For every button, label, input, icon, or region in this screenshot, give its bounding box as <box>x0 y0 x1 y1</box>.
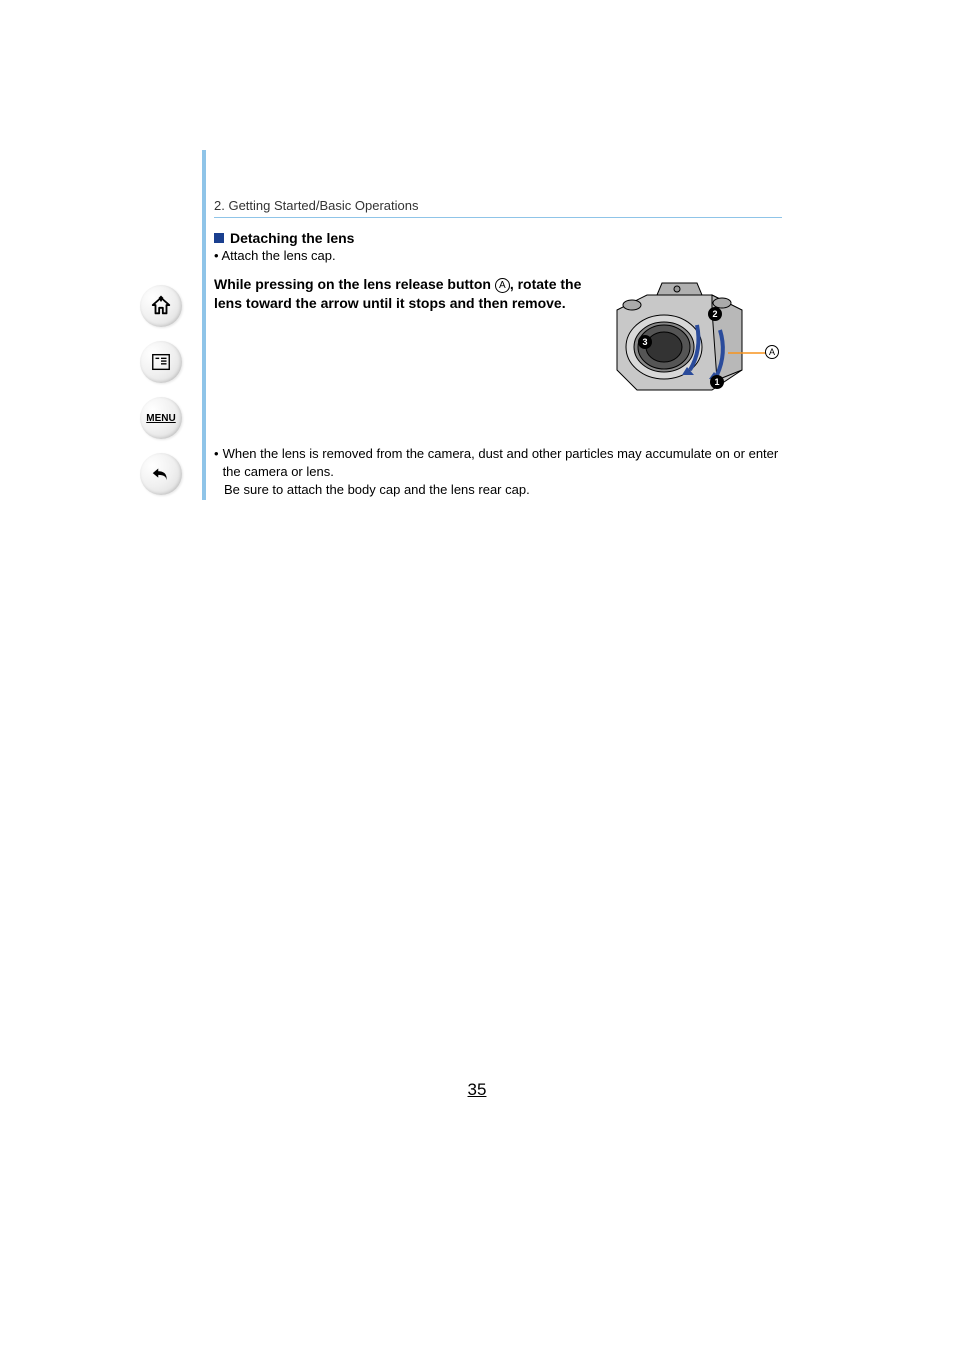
contents-icon <box>150 351 172 373</box>
note-line1: When the lens is removed from the camera… <box>223 445 782 481</box>
sidebar-nav: MENU <box>140 285 190 495</box>
home-button[interactable] <box>140 285 182 327</box>
heading: Detaching the lens <box>230 230 354 246</box>
callout-1: 1 <box>710 375 724 389</box>
instruction-part1: While pressing on the lens release butto… <box>214 276 495 292</box>
camera-svg <box>602 275 782 415</box>
instruction-text: While pressing on the lens release butto… <box>214 275 590 313</box>
callout-3: 3 <box>638 335 652 349</box>
instruction-area: While pressing on the lens release butto… <box>214 275 782 415</box>
heading-marker-icon <box>214 233 224 243</box>
home-icon <box>150 295 172 317</box>
page-number[interactable]: 35 <box>0 1080 954 1100</box>
bullet-attach-cap: • Attach the lens cap. <box>214 248 782 263</box>
page-content: 2. Getting Started/Basic Operations Deta… <box>202 150 782 500</box>
note-area: • When the lens is removed from the came… <box>214 445 782 500</box>
back-icon <box>150 463 172 485</box>
menu-label: MENU <box>146 413 175 424</box>
camera-illustration: 2 3 1 A <box>602 275 782 415</box>
callout-a: A <box>765 345 779 359</box>
section-header: 2. Getting Started/Basic Operations <box>214 150 782 218</box>
menu-button[interactable]: MENU <box>140 397 182 439</box>
circled-a-inline: A <box>495 278 510 293</box>
contents-button[interactable] <box>140 341 182 383</box>
back-button[interactable] <box>140 453 182 495</box>
heading-row: Detaching the lens <box>214 230 782 246</box>
note-bullet-dot: • <box>214 445 219 481</box>
callout-2: 2 <box>708 307 722 321</box>
note-line2: Be sure to attach the body cap and the l… <box>224 481 782 499</box>
note-bullet-row: • When the lens is removed from the came… <box>214 445 782 481</box>
